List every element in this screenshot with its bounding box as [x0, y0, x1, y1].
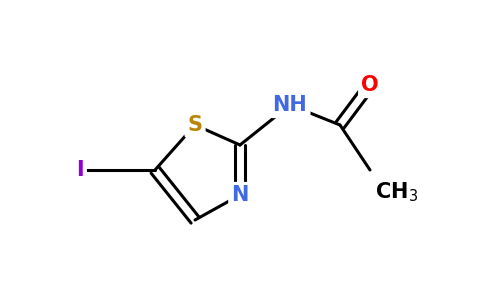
Text: I: I: [76, 160, 84, 180]
Text: N: N: [231, 185, 249, 205]
Text: CH$_3$: CH$_3$: [375, 180, 418, 204]
Text: O: O: [361, 75, 379, 95]
Text: S: S: [187, 115, 202, 135]
Text: NH: NH: [272, 95, 307, 115]
